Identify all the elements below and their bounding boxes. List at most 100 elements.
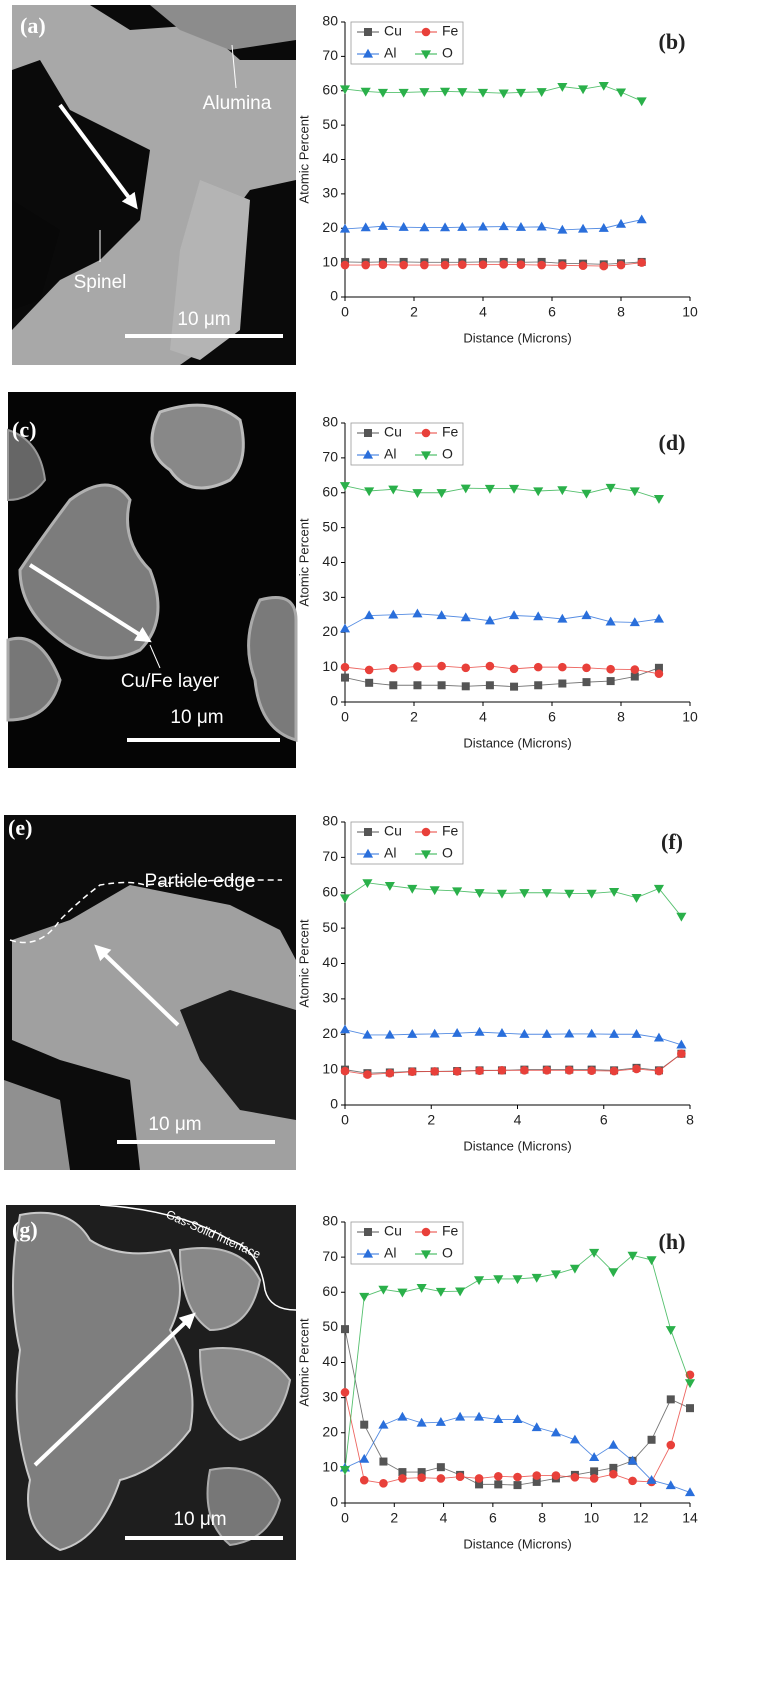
series-line: [345, 1253, 690, 1470]
annotation: Alumina: [203, 93, 272, 114]
marker: [617, 261, 625, 269]
y-tick-label: 10: [322, 658, 338, 674]
marker: [610, 1470, 618, 1478]
marker: [421, 261, 429, 269]
y-tick-label: 40: [322, 553, 338, 569]
marker: [667, 1441, 675, 1449]
legend-label: Cu: [384, 1223, 402, 1239]
marker: [414, 663, 422, 671]
y-axis-label: Atomic Percent: [296, 518, 311, 607]
marker: [517, 261, 525, 269]
y-tick-label: 10: [322, 1060, 338, 1076]
marker: [380, 1480, 388, 1488]
marker: [341, 663, 349, 671]
y-tick-label: 50: [322, 116, 338, 132]
marker: [609, 1441, 617, 1448]
y-tick-label: 60: [322, 1283, 338, 1299]
marker: [475, 1028, 483, 1035]
legend-marker: [364, 50, 372, 57]
y-tick-label: 20: [322, 1025, 338, 1041]
marker: [379, 89, 387, 96]
marker: [591, 1468, 598, 1475]
legend-label: Cu: [384, 23, 402, 39]
y-tick-label: 10: [322, 1459, 338, 1475]
x-tick-label: 2: [390, 1510, 398, 1526]
marker: [559, 680, 566, 687]
y-tick-label: 50: [322, 919, 338, 935]
marker: [479, 223, 487, 230]
y-tick-label: 80: [322, 13, 338, 29]
x-tick-label: 8: [617, 709, 625, 725]
marker: [476, 1067, 484, 1075]
marker: [632, 1030, 640, 1037]
marker: [441, 88, 449, 95]
legend-label: Fe: [442, 1223, 459, 1239]
marker: [582, 611, 590, 618]
legend-label: O: [442, 1245, 453, 1261]
marker: [413, 490, 421, 497]
marker: [379, 261, 387, 269]
marker: [588, 1067, 596, 1075]
y-axis-label: Atomic Percent: [296, 919, 311, 1008]
marker: [379, 222, 387, 229]
series-line: [345, 86, 642, 101]
y-tick-label: 80: [322, 414, 338, 430]
marker: [437, 1464, 444, 1471]
marker: [418, 1474, 426, 1482]
legend-label: Al: [384, 446, 396, 462]
legend-marker: [422, 1228, 430, 1236]
marker: [456, 1413, 464, 1420]
y-tick-label: 40: [322, 954, 338, 970]
series-line: [345, 220, 642, 230]
y-tick-label: 10: [322, 253, 338, 269]
marker: [583, 679, 590, 686]
marker: [438, 662, 446, 670]
marker: [587, 1030, 595, 1037]
x-tick-label: 14: [682, 1510, 698, 1526]
x-axis-label: Distance (Microns): [463, 1138, 571, 1153]
image-label: (g): [12, 1217, 38, 1242]
marker: [342, 674, 349, 681]
marker: [631, 673, 638, 680]
y-tick-label: 30: [322, 1388, 338, 1404]
marker: [638, 259, 646, 267]
legend-label: Fe: [442, 823, 459, 839]
marker: [379, 1421, 387, 1428]
marker: [521, 1067, 529, 1075]
marker: [582, 490, 590, 497]
marker: [610, 1067, 618, 1075]
x-tick-label: 4: [514, 1112, 522, 1128]
marker: [534, 488, 542, 495]
marker: [543, 1030, 551, 1037]
x-tick-label: 8: [686, 1112, 694, 1128]
marker: [380, 1458, 387, 1465]
legend-label: Al: [384, 45, 396, 61]
marker: [632, 895, 640, 902]
annotation: Cu/Fe layer: [121, 671, 220, 692]
marker: [609, 1269, 617, 1276]
micrograph-e: (e) Particle edge 10 μm: [4, 815, 296, 1170]
marker: [565, 1030, 573, 1037]
marker: [610, 1030, 618, 1037]
x-tick-label: 0: [341, 1112, 349, 1128]
marker: [647, 1257, 655, 1264]
image-label: (e): [8, 815, 32, 840]
marker: [514, 1482, 521, 1489]
y-axis-label: Atomic Percent: [296, 115, 311, 204]
marker: [655, 496, 663, 503]
marker: [534, 663, 542, 671]
marker: [398, 1413, 406, 1420]
marker: [648, 1436, 655, 1443]
marker: [494, 1473, 502, 1481]
marker: [341, 625, 349, 632]
marker: [341, 1389, 349, 1397]
marker: [617, 89, 625, 96]
x-tick-label: 0: [341, 304, 349, 320]
y-tick-label: 40: [322, 150, 338, 166]
marker: [341, 895, 349, 902]
legend-marker: [365, 430, 372, 437]
marker: [437, 490, 445, 497]
marker: [459, 261, 467, 269]
x-tick-label: 10: [682, 304, 698, 320]
